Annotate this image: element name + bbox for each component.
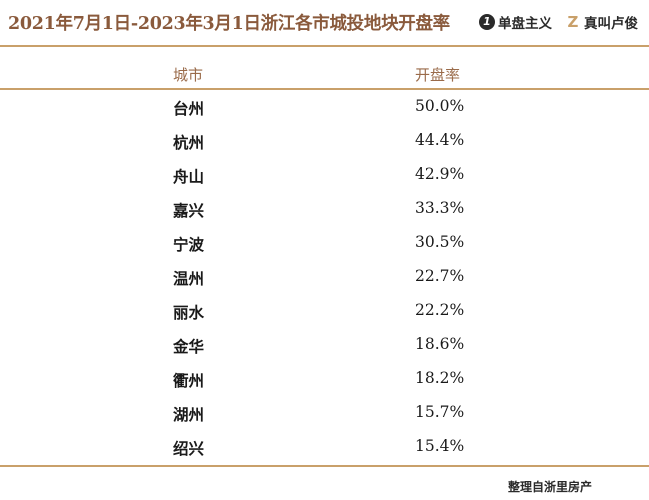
- divider-header: [0, 88, 649, 90]
- city-cell: 嘉兴: [173, 201, 205, 220]
- divider-bottom: [0, 465, 649, 467]
- city-cell: 衢州: [173, 371, 205, 390]
- city-cell: 杭州: [173, 133, 205, 152]
- city-cell: 温州: [173, 269, 205, 288]
- brand-danpan: 1 单盘主义: [479, 12, 552, 32]
- column-header-rate: 开盘率: [415, 66, 461, 84]
- rate-cell: 33.3%: [415, 199, 465, 217]
- rate-cell: 30.5%: [415, 233, 465, 251]
- table-body: 台州 50.0% 杭州 44.4% 舟山 42.9% 嘉兴 33.3% 宁波 3…: [0, 90, 649, 464]
- rate-cell: 15.7%: [415, 403, 465, 421]
- page-title: 2021年7月1日-2023年3月1日浙江各市城投地块开盘率: [8, 14, 450, 34]
- table-row: 宁波 30.5%: [0, 226, 649, 260]
- rate-cell: 50.0%: [415, 97, 465, 115]
- table-row: 衢州 18.2%: [0, 362, 649, 396]
- brand-name: 单盘主义: [498, 16, 552, 32]
- table-row: 台州 50.0%: [0, 90, 649, 124]
- city-cell: 绍兴: [173, 439, 205, 458]
- city-cell: 金华: [173, 337, 205, 356]
- column-header-city: 城市: [173, 66, 204, 84]
- number-one-logo-icon: 1: [479, 14, 495, 30]
- city-cell: 台州: [173, 99, 205, 118]
- rate-cell: 22.2%: [415, 301, 465, 319]
- rate-cell: 18.2%: [415, 369, 465, 387]
- table-row: 绍兴 15.4%: [0, 430, 649, 464]
- z-logo-icon: Z: [567, 13, 579, 31]
- table-row: 杭州 44.4%: [0, 124, 649, 158]
- rate-cell: 22.7%: [415, 267, 465, 285]
- table-row: 温州 22.7%: [0, 260, 649, 294]
- rate-cell: 18.6%: [415, 335, 465, 353]
- brand-name: 真叫卢俊: [584, 16, 638, 32]
- city-cell: 丽水: [173, 303, 205, 322]
- table-row: 金华 18.6%: [0, 328, 649, 362]
- rate-cell: 15.4%: [415, 437, 465, 455]
- city-cell: 宁波: [173, 235, 205, 254]
- source-note: 整理自浙里房产: [508, 480, 593, 494]
- table-row: 嘉兴 33.3%: [0, 192, 649, 226]
- divider-top: [0, 45, 649, 47]
- table-row: 丽水 22.2%: [0, 294, 649, 328]
- table-row: 湖州 15.7%: [0, 396, 649, 430]
- brand-lujun: Z 真叫卢俊: [565, 12, 638, 32]
- rate-cell: 44.4%: [415, 131, 465, 149]
- rate-cell: 42.9%: [415, 165, 465, 183]
- header-bar: 2021年7月1日-2023年3月1日浙江各市城投地块开盘率 1 单盘主义 Z …: [0, 0, 649, 44]
- table-row: 舟山 42.9%: [0, 158, 649, 192]
- city-cell: 湖州: [173, 405, 205, 424]
- city-cell: 舟山: [173, 167, 205, 186]
